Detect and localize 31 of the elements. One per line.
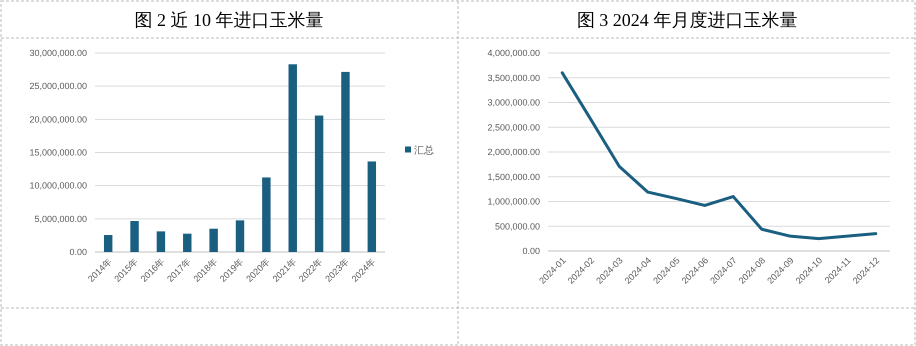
chart-title: 图 3 2024 年月度进口玉米量	[576, 10, 798, 30]
y-tick-label: 0.00	[69, 247, 87, 257]
y-tick-label: 3,500,000.00	[487, 72, 540, 83]
bar	[130, 221, 139, 252]
y-tick-label: 15,000,000.00	[29, 148, 87, 158]
y-tick-label: 0.00	[522, 246, 540, 256]
bar	[288, 64, 297, 252]
bar	[236, 220, 244, 252]
y-tick-label: 1,000,000.00	[487, 196, 540, 206]
bar	[341, 72, 350, 252]
bar	[368, 161, 376, 252]
bar	[314, 116, 324, 252]
bar	[262, 177, 271, 252]
y-tick-label: 30,000,000.00	[29, 48, 87, 58]
y-tick-label: 1,500,000.00	[487, 172, 540, 182]
y-tick-label: 5,000,000.00	[34, 214, 87, 224]
y-tick-label: 500,000.00	[494, 221, 540, 232]
y-tick-label: 25,000,000.00	[29, 81, 87, 92]
line-series	[560, 71, 878, 240]
y-tick-label: 10,000,000.00	[29, 180, 87, 191]
y-tick-label: 2,500,000.00	[487, 122, 540, 132]
bar	[156, 231, 166, 252]
legend-label: 汇总	[414, 144, 434, 156]
chart-title: 图 2 近 10 年进口玉米量	[134, 10, 324, 30]
y-tick-label: 4,000,000.00	[487, 48, 540, 58]
y-tick-label: 2,000,000.00	[487, 147, 540, 157]
bar	[104, 235, 112, 252]
y-tick-label: 20,000,000.00	[29, 114, 87, 124]
bar	[183, 234, 192, 252]
bar	[209, 228, 218, 252]
y-tick-label: 3,000,000.00	[487, 98, 540, 108]
